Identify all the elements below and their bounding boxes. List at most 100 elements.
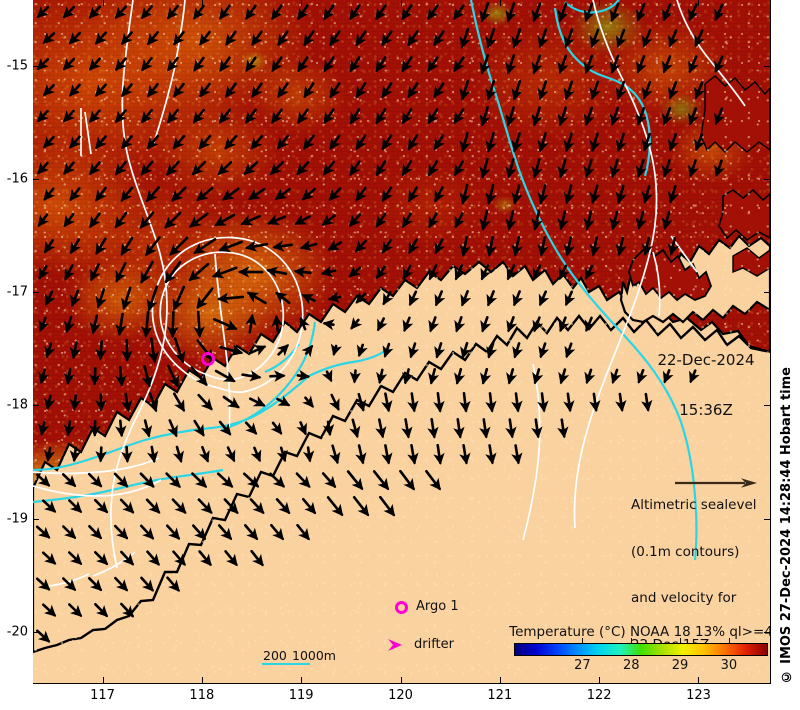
velocity-arrow (407, 392, 419, 413)
velocity-arrow (165, 472, 181, 488)
velocity-arrow (381, 30, 393, 47)
velocity-arrow (244, 421, 258, 435)
velocity-arrow (563, 28, 575, 49)
velocity-arrow (219, 56, 231, 72)
x-tick-top (201, 0, 203, 6)
x-axis-label: 123 (686, 688, 711, 703)
velocity-arrow (276, 134, 290, 150)
map-plot-area[interactable]: 22-Dec-2024 15:36Z Altimetric sealevel (… (33, 0, 771, 684)
velocity-arrow (532, 316, 544, 333)
velocity-arrow (479, 53, 491, 75)
velocity-arrow (69, 135, 81, 149)
velocity-arrow (662, 55, 673, 74)
x-tick (599, 677, 601, 683)
velocity-arrow (248, 187, 266, 201)
colorbar-title: Temperature (°C) NOAA 18 13% ql>=4 (509, 624, 771, 640)
velocity-arrow (434, 342, 446, 359)
velocity-arrow (296, 161, 310, 176)
velocity-arrow (188, 262, 210, 282)
velocity-arrow (428, 212, 440, 229)
velocity-arrow (69, 393, 81, 411)
velocity-arrow (61, 525, 77, 539)
velocity-arrow (216, 472, 234, 488)
velocity-arrow (69, 341, 81, 360)
velocity-arrow (433, 134, 445, 151)
velocity-arrow (531, 2, 543, 23)
velocity-arrow (193, 238, 217, 254)
velocity-arrow (121, 31, 133, 46)
velocity-arrow (63, 367, 76, 385)
velocity-arrow (243, 161, 259, 176)
velocity-arrow (485, 235, 497, 257)
velocity-arrow (454, 367, 466, 385)
velocity-arrow (538, 342, 550, 359)
velocity-arrow (303, 134, 315, 150)
velocity-arrow (609, 210, 621, 231)
velocity-arrow (321, 369, 333, 383)
velocity-arrow (714, 3, 725, 22)
velocity-arrow (271, 4, 283, 21)
velocity-arrow (564, 342, 576, 359)
land-texture (33, 0, 770, 683)
velocity-arrow (115, 109, 127, 124)
velocity-arrow (427, 160, 439, 177)
velocity-arrow (323, 108, 335, 125)
velocity-arrow (36, 6, 50, 19)
velocity-arrow (511, 184, 523, 205)
x-tick-top (400, 0, 402, 6)
argo-float-marker[interactable] (201, 352, 215, 366)
velocity-arrow (329, 393, 340, 411)
velocity-arrow (296, 369, 311, 382)
velocity-arrow (689, 369, 700, 384)
velocity-arrow (166, 524, 181, 540)
velocity-arrow (328, 187, 342, 202)
velocity-arrow (61, 473, 77, 488)
velocity-arrow (166, 576, 180, 592)
velocity-arrow (302, 446, 315, 463)
velocity-arrow (62, 5, 76, 19)
velocity-arrow (563, 80, 575, 101)
velocity-arrow (248, 345, 267, 356)
colorbar-tick (582, 638, 584, 643)
velocity-arrow (297, 108, 309, 125)
velocity-arrow (323, 56, 335, 73)
velocity-arrow (459, 443, 471, 465)
velocity-arrow (407, 82, 419, 99)
velocity-arrow (302, 395, 314, 408)
velocity-arrow (427, 108, 439, 125)
velocity-arrow (453, 108, 465, 125)
velocity-arrow (583, 158, 595, 179)
velocity-arrow (511, 28, 523, 49)
velocity-arrow (36, 473, 51, 487)
velocity-arrow (479, 106, 491, 127)
velocity-arrow (505, 418, 517, 439)
velocity-arrow (321, 214, 337, 226)
velocity-arrow (326, 496, 344, 517)
y-axis-label: -16 (6, 171, 28, 187)
x-tick-top (499, 0, 501, 6)
velocity-arrow (537, 28, 549, 49)
velocity-arrow (167, 419, 178, 438)
velocity-arrow (349, 56, 361, 73)
velocity-arrow (349, 369, 362, 384)
velocity-arrow (89, 212, 101, 229)
velocity-arrow (95, 186, 107, 202)
annotation-line-1: Altimetric sealevel (631, 497, 757, 513)
velocity-arrow (141, 419, 153, 438)
velocity-arrow (222, 395, 240, 409)
velocity-arrow (141, 310, 153, 338)
legend-argo-label: Argo 1 (416, 599, 459, 614)
velocity-arrow (218, 240, 243, 253)
velocity-arrow (211, 266, 238, 279)
velocity-arrow (688, 55, 699, 74)
velocity-arrow (480, 264, 492, 281)
velocity-arrow (615, 236, 627, 257)
velocity-arrow (189, 212, 209, 228)
velocity-arrow (661, 210, 673, 230)
velocity-arrow (173, 392, 185, 413)
velocity-arrow (454, 212, 466, 229)
velocity-arrow (583, 54, 595, 75)
velocity-arrow (218, 420, 232, 436)
velocity-arrow (95, 83, 107, 97)
velocity-arrow (375, 212, 387, 228)
